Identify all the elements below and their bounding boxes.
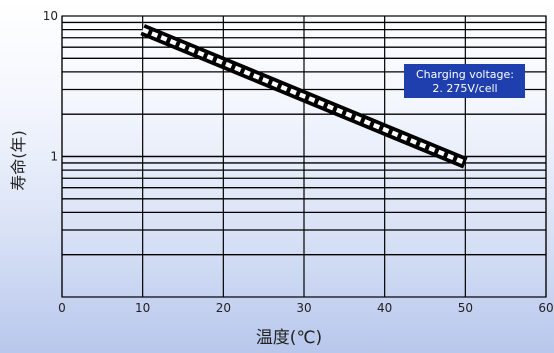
x-tick-label: 20 <box>216 301 231 315</box>
charging-voltage-annotation: Charging voltage: 2. 275V/cell <box>404 64 525 98</box>
x-tick-label: 50 <box>458 301 473 315</box>
plot-border <box>61 15 547 298</box>
life-band-series <box>140 24 468 169</box>
x-tick-label: 30 <box>296 301 311 315</box>
x-tick-label: 10 <box>135 301 150 315</box>
y-tick-label-10: 10 <box>43 9 58 23</box>
x-tick-label: 0 <box>58 301 66 315</box>
x-tick-labels: 0 10 20 30 40 50 60 <box>58 301 553 315</box>
band-dash <box>141 27 467 166</box>
x-tick-label: 40 <box>377 301 392 315</box>
annotation-line-2: 2. 275V/cell <box>432 82 497 95</box>
x-tick-label: 60 <box>538 301 553 315</box>
annotation-box <box>404 64 525 98</box>
x-axis-label: 温度(℃) <box>256 328 322 348</box>
chart-grid <box>61 16 547 297</box>
y-tick-label-1: 1 <box>50 150 58 164</box>
y-axis-label: 寿命(年) <box>9 130 28 191</box>
annotation-line-1: Charging voltage: <box>416 68 514 81</box>
